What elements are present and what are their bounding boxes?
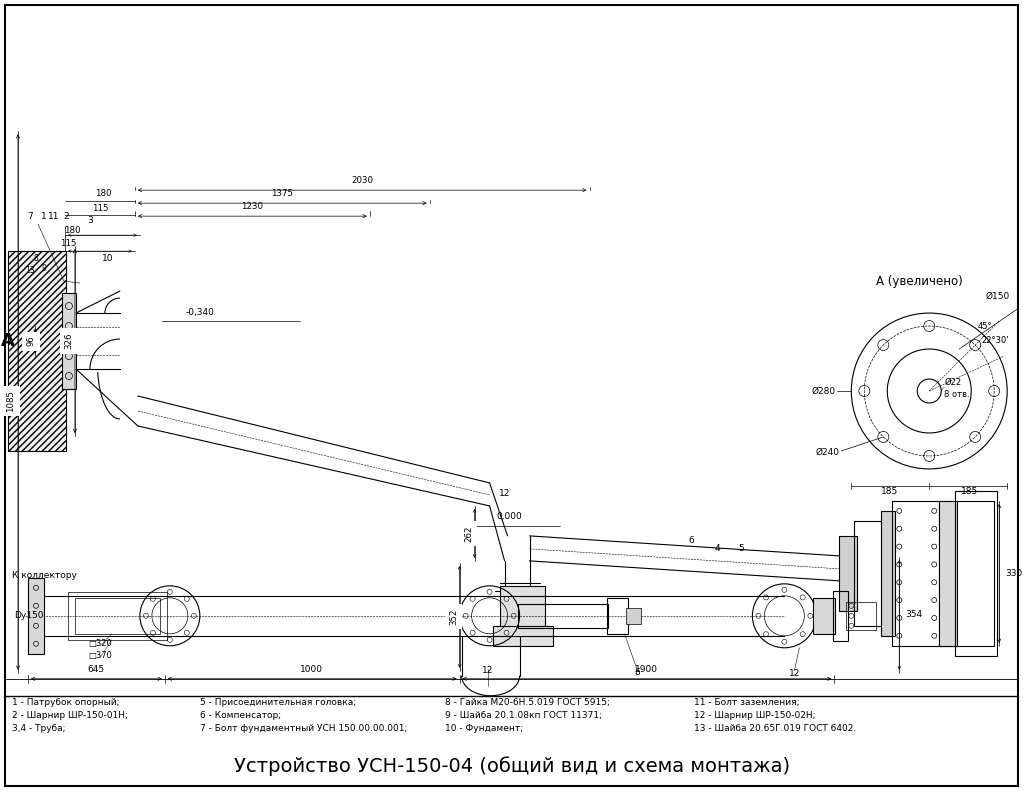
Bar (854, 521, 885, 626)
Text: 262: 262 (464, 526, 473, 542)
Text: 0,000: 0,000 (497, 512, 522, 521)
Text: Ø150: Ø150 (985, 292, 1010, 301)
Text: 13 - Шайба 20.65Г.019 ГОСТ 6402.: 13 - Шайба 20.65Г.019 ГОСТ 6402. (694, 725, 857, 733)
Bar (840, 536, 857, 611)
Bar (500, 586, 545, 630)
Text: 22°30': 22°30' (981, 336, 1009, 345)
Text: 7: 7 (27, 212, 33, 221)
Text: А (увеличено): А (увеличено) (876, 274, 963, 288)
Text: 326: 326 (65, 333, 74, 350)
Text: 354: 354 (905, 611, 923, 619)
Text: 4: 4 (715, 544, 720, 553)
Text: 1085: 1085 (6, 390, 15, 412)
Text: 7 - Болт фундаментный УСН 150.00.00.001;: 7 - Болт фундаментный УСН 150.00.00.001; (200, 725, 408, 733)
Text: 645: 645 (87, 664, 104, 674)
Text: 1 - Патрубок опорный;: 1 - Патрубок опорный; (12, 698, 120, 707)
Bar (8, 251, 66, 451)
Text: 1230: 1230 (242, 202, 263, 211)
Text: 13: 13 (26, 266, 35, 275)
Text: 9 - Шайба 20.1.08кп ГОСТ 11371;: 9 - Шайба 20.1.08кп ГОСТ 11371; (444, 711, 602, 721)
Text: 10 - Фундамент;: 10 - Фундамент; (444, 725, 523, 733)
Text: 1000: 1000 (300, 664, 324, 674)
Text: Устройство УСН-150-04 (общий вид и схема монтажа): Устройство УСН-150-04 (общий вид и схема… (233, 756, 790, 775)
Bar (75, 598, 160, 634)
Bar (813, 598, 836, 634)
Text: Ø240: Ø240 (815, 448, 840, 457)
Text: Ø22: Ø22 (944, 378, 962, 387)
Text: 2030: 2030 (351, 176, 373, 185)
Text: 185: 185 (881, 487, 898, 496)
Text: 185: 185 (961, 487, 978, 496)
Text: □370: □370 (88, 651, 112, 660)
Bar (939, 501, 957, 645)
Text: □320: □320 (88, 639, 112, 648)
Bar (834, 591, 848, 641)
Text: 12: 12 (788, 668, 800, 678)
Text: 11 - Болт заземления;: 11 - Болт заземления; (694, 698, 800, 707)
Text: 180: 180 (94, 189, 112, 199)
Text: 1375: 1375 (271, 189, 293, 199)
Text: 3: 3 (87, 216, 93, 225)
Bar (955, 491, 997, 656)
Bar (882, 511, 895, 636)
Text: -0,340: -0,340 (185, 308, 214, 317)
Text: 2 - Шарнир ШР-150-01Н;: 2 - Шарнир ШР-150-01Н; (12, 711, 128, 721)
Text: 5 - Присоединительная головка;: 5 - Присоединительная головка; (200, 698, 356, 707)
Text: 12 - Шарнир ШР-150-02Н;: 12 - Шарнир ШР-150-02Н; (694, 711, 816, 721)
Text: 115: 115 (59, 239, 76, 248)
Text: 5: 5 (738, 544, 744, 553)
Bar (61, 293, 76, 389)
Text: 1900: 1900 (635, 664, 658, 674)
Text: 6: 6 (635, 668, 640, 677)
Text: 180: 180 (63, 226, 80, 235)
Text: 12: 12 (482, 666, 494, 675)
Bar (939, 501, 994, 645)
Text: 8: 8 (34, 254, 38, 263)
Text: 9: 9 (42, 264, 46, 273)
Text: 12: 12 (499, 489, 510, 498)
Bar (8, 251, 66, 451)
Text: 3,4 - Труба;: 3,4 - Труба; (12, 725, 66, 733)
Text: 8 - Гайка М20-6Н.5.019 ГОСТ 5915;: 8 - Гайка М20-6Н.5.019 ГОСТ 5915; (444, 698, 609, 707)
Text: 330: 330 (1006, 570, 1022, 578)
Text: 45°: 45° (977, 322, 992, 331)
Text: К коллектору: К коллектору (12, 571, 77, 581)
Bar (627, 607, 641, 624)
Bar (493, 626, 553, 645)
Text: Dy150: Dy150 (14, 611, 43, 620)
Bar (68, 592, 167, 640)
Text: 10: 10 (102, 254, 114, 263)
Bar (892, 501, 942, 645)
Bar (606, 598, 629, 634)
Bar (28, 578, 44, 654)
Text: 96: 96 (27, 335, 36, 346)
Text: A: A (1, 332, 15, 350)
Text: 6: 6 (688, 536, 694, 545)
Bar (517, 604, 607, 628)
Text: 11: 11 (48, 212, 59, 221)
Text: 8 отв.: 8 отв. (944, 390, 970, 399)
Text: 115: 115 (92, 204, 109, 213)
Text: 6 - Компенсатор;: 6 - Компенсатор; (200, 711, 281, 721)
Text: Ø280: Ø280 (811, 387, 836, 396)
Bar (846, 602, 877, 630)
Text: 1: 1 (41, 212, 47, 221)
Text: 2: 2 (63, 212, 69, 221)
Text: 352: 352 (450, 608, 458, 625)
